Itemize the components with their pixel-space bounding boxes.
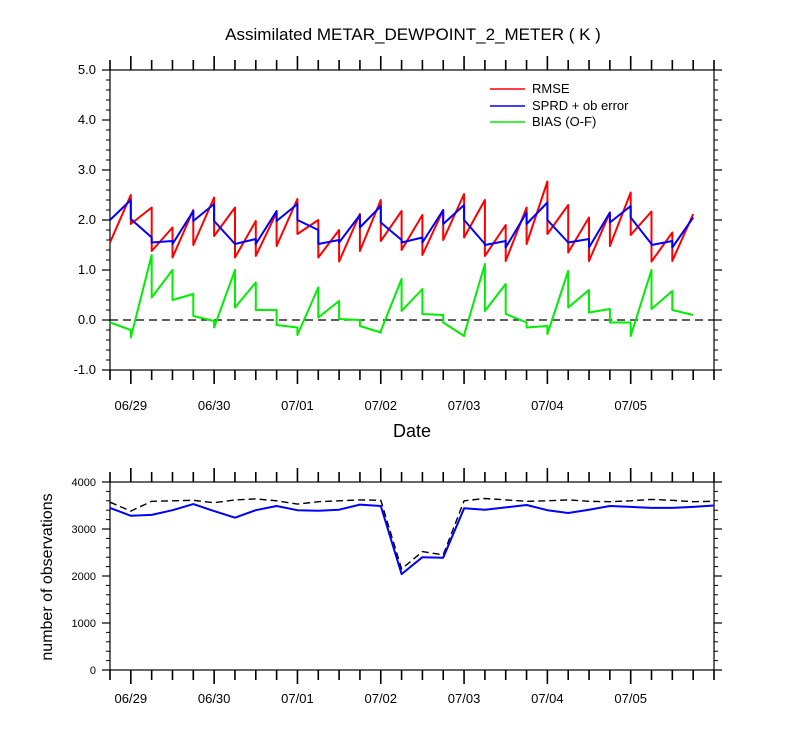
top-plot: -1.0 0.0 1.0 2.0 3.0 4.0 5.0 06/29 06/30 07/01 07/…	[74, 56, 722, 413]
top-axes-group: -1.0 0.0 1.0 2.0 3.0 4.0 5.0 06/29 06/30 07/01 07/…	[74, 56, 722, 413]
top-xtick-label: 06/29	[115, 398, 148, 413]
top-series-sprd-ob-error	[109, 199, 695, 249]
top-ytick-label: 2.0	[78, 212, 96, 227]
top-xtick-label: 07/01	[281, 398, 314, 413]
bottom-series-group	[109, 497, 715, 576]
top-series-bias-o-f	[109, 254, 694, 339]
top-ytick-label: 5.0	[78, 62, 96, 77]
y-axis-label-observations: number of observations	[39, 493, 56, 660]
top-xtick-label: 07/04	[531, 398, 564, 413]
legend-sprd-label: SPRD + ob error	[532, 98, 629, 113]
top-ytick-label: 3.0	[78, 162, 96, 177]
top-xtick-label: 06/30	[198, 398, 231, 413]
top-ytick-label: 0.0	[78, 312, 96, 327]
top-xtick-label: 07/03	[448, 398, 481, 413]
bottom-xtick-label: 07/05	[614, 691, 647, 706]
top-plot-frame	[109, 69, 715, 371]
bottom-plot: 0 1000 2000 3000 4000 06/29 06/30 07/01 07/02 07/…	[72, 468, 722, 706]
bottom-xtick-label: 06/30	[198, 691, 231, 706]
bottom-xtick-label: 07/03	[448, 691, 481, 706]
legend-bias-label: BIAS (O-F)	[532, 114, 596, 129]
bottom-ytick-label: 2000	[72, 571, 96, 583]
top-xtick-label: 07/02	[364, 398, 397, 413]
bottom-ytick-label: 4000	[72, 477, 96, 489]
top-series-group	[109, 180, 714, 339]
top-ytick-label: -1.0	[74, 362, 96, 377]
chart-title: Assimilated METAR_DEWPOINT_2_METER ( K )	[225, 25, 601, 44]
bottom-xtick-label: 07/01	[281, 691, 314, 706]
bottom-series-obs-assimilated	[109, 503, 715, 576]
bottom-ytick-label: 3000	[72, 524, 96, 536]
bottom-xtick-label: 07/02	[364, 691, 397, 706]
bottom-plot-frame	[109, 481, 715, 671]
bottom-ytick-label: 0	[90, 665, 96, 677]
top-xtick-label: 07/05	[614, 398, 647, 413]
top-ytick-label: 4.0	[78, 112, 96, 127]
bottom-xtick-label: 06/29	[115, 691, 148, 706]
bottom-ytick-label: 1000	[72, 618, 96, 630]
top-ytick-label: 1.0	[78, 262, 96, 277]
x-axis-label: Date	[393, 421, 431, 441]
top-series-rmse	[109, 180, 695, 263]
bottom-xtick-label: 07/04	[531, 691, 564, 706]
legend: RMSE SPRD + ob error BIAS (O-F)	[490, 81, 629, 129]
bottom-axes-group: 0 1000 2000 3000 4000 06/29 06/30 07/01 07/02 07/…	[72, 468, 722, 706]
legend-rmse-label: RMSE	[532, 81, 570, 96]
bottom-series-obs-possible	[109, 497, 715, 570]
